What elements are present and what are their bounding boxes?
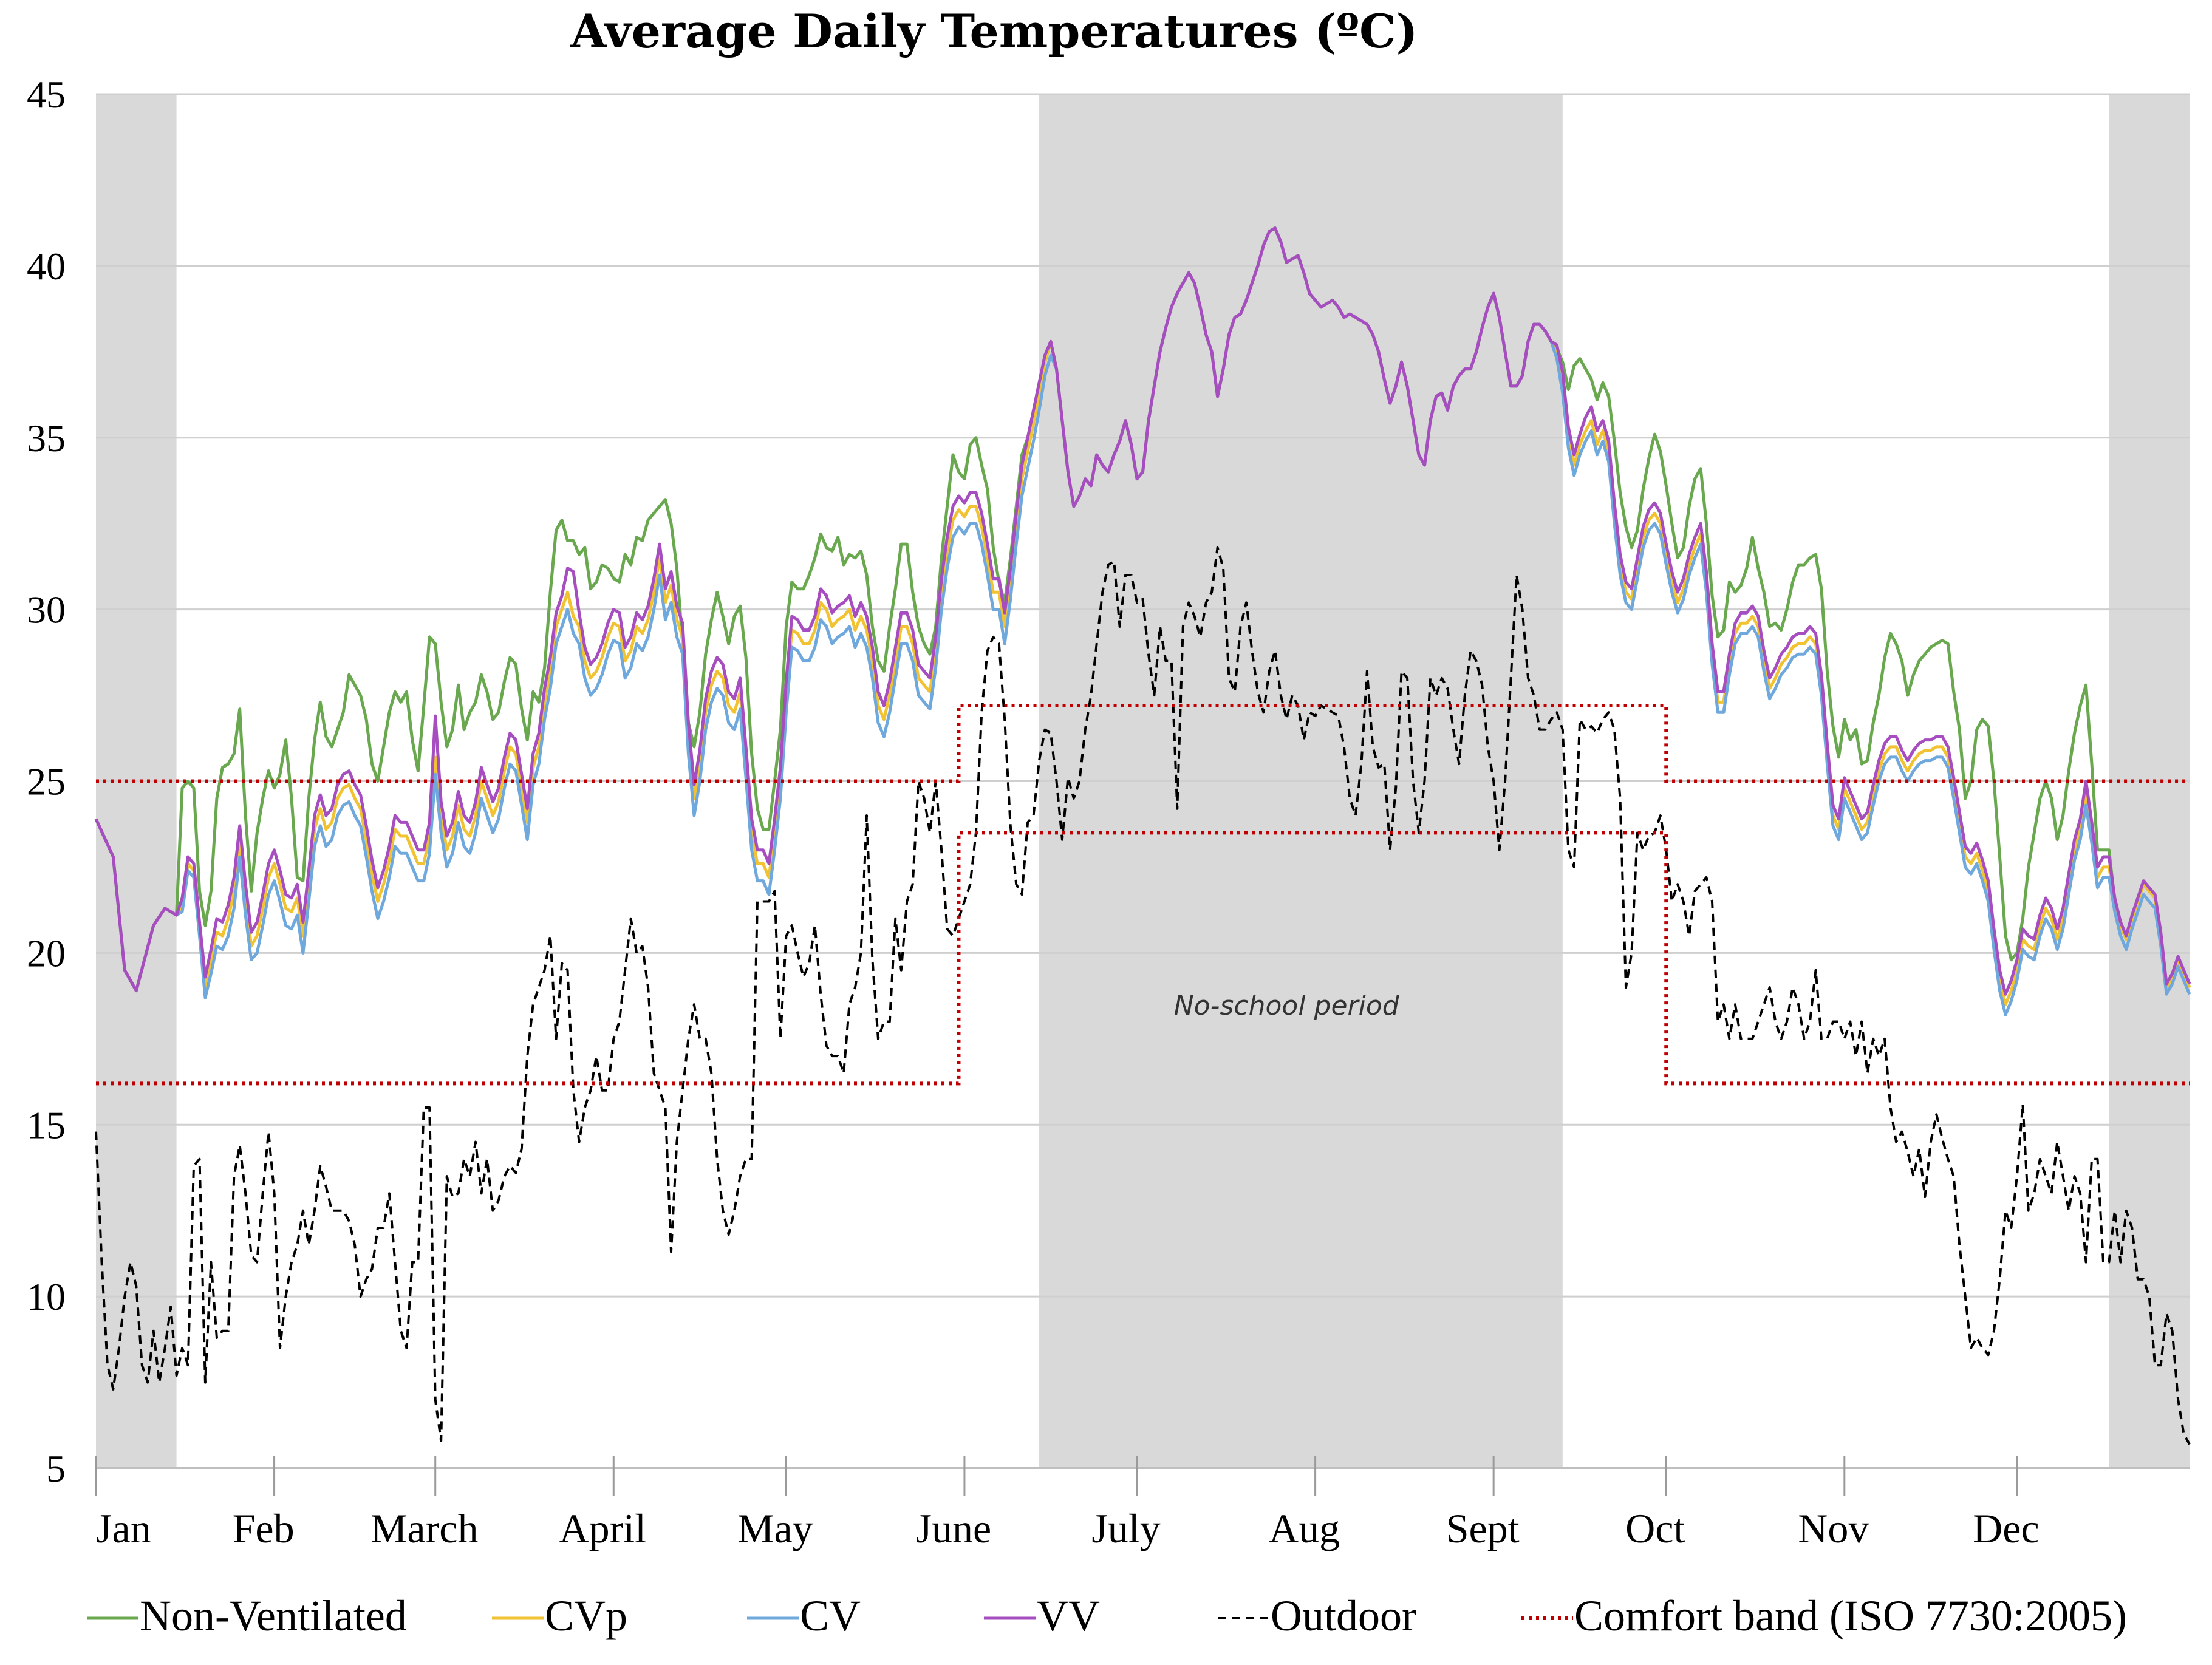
y-tick-label: 20 xyxy=(27,931,66,975)
legend-item: Outdoor xyxy=(1218,1592,1416,1640)
legend-item: CVp xyxy=(492,1592,627,1640)
legend-label: VV xyxy=(1037,1592,1100,1640)
legend-label: Non-Ventilated xyxy=(140,1592,407,1640)
legend-item: Comfort band (ISO 7730:2005) xyxy=(1521,1592,2127,1640)
y-tick-label: 40 xyxy=(27,245,66,288)
y-tick-label: 35 xyxy=(27,417,66,460)
legend-label: CV xyxy=(800,1592,861,1640)
series-vv xyxy=(94,226,2191,996)
series-line xyxy=(94,226,2191,996)
x-tick-label: June xyxy=(916,1505,992,1551)
y-tick-label: 30 xyxy=(27,588,66,632)
legend-item: Non-Ventilated xyxy=(87,1592,407,1640)
x-tick-label: May xyxy=(737,1505,813,1551)
x-tick-label: Aug xyxy=(1269,1505,1340,1551)
legend-label: Comfort band (ISO 7730:2005) xyxy=(1574,1592,2127,1640)
comfort-band-lower-line xyxy=(96,831,2190,1086)
axes: 5 10 15 20 25 30 35 40 45 Jan Feb March April May June… xyxy=(27,73,2190,1551)
series-line xyxy=(95,546,2191,1445)
y-tick-label: 25 xyxy=(27,760,66,803)
y-tick-label: 5 xyxy=(46,1447,66,1490)
x-tick-label: Nov xyxy=(1798,1505,1869,1551)
x-tick-label: July xyxy=(1091,1505,1160,1551)
annotation-no-school-period: No-school period xyxy=(1174,990,1400,1021)
x-tick-label: Dec xyxy=(1973,1505,2039,1551)
x-tick-label: Feb xyxy=(233,1505,295,1551)
legend-item: CV xyxy=(747,1592,861,1640)
x-tick-label: Oct xyxy=(1625,1505,1685,1551)
y-tick-label: 15 xyxy=(27,1103,66,1146)
annotations: No-school period xyxy=(1174,990,1400,1021)
x-tick-label: Jan xyxy=(96,1505,151,1551)
legend-label: Outdoor xyxy=(1271,1592,1416,1640)
series-comfort-band-iso-7730-2005 xyxy=(96,704,2190,1086)
series-outdoor xyxy=(95,546,2191,1445)
legend-item: VV xyxy=(984,1592,1100,1640)
y-tick-label: 10 xyxy=(27,1275,66,1318)
chart-title: Average Daily Temperatures (ºC) xyxy=(570,4,1418,58)
comfort-band-upper-line xyxy=(96,704,2190,783)
series-lines xyxy=(94,226,2191,1445)
x-tick-label: Sept xyxy=(1446,1505,1520,1551)
x-tick-label: April xyxy=(559,1505,647,1551)
x-tick-label: March xyxy=(370,1505,478,1551)
legend: Non-Ventilated CVp CV VV Outdoor Comfort band… xyxy=(87,1592,2127,1640)
y-tick-label: 45 xyxy=(27,73,66,116)
legend-label: CVp xyxy=(545,1592,627,1640)
